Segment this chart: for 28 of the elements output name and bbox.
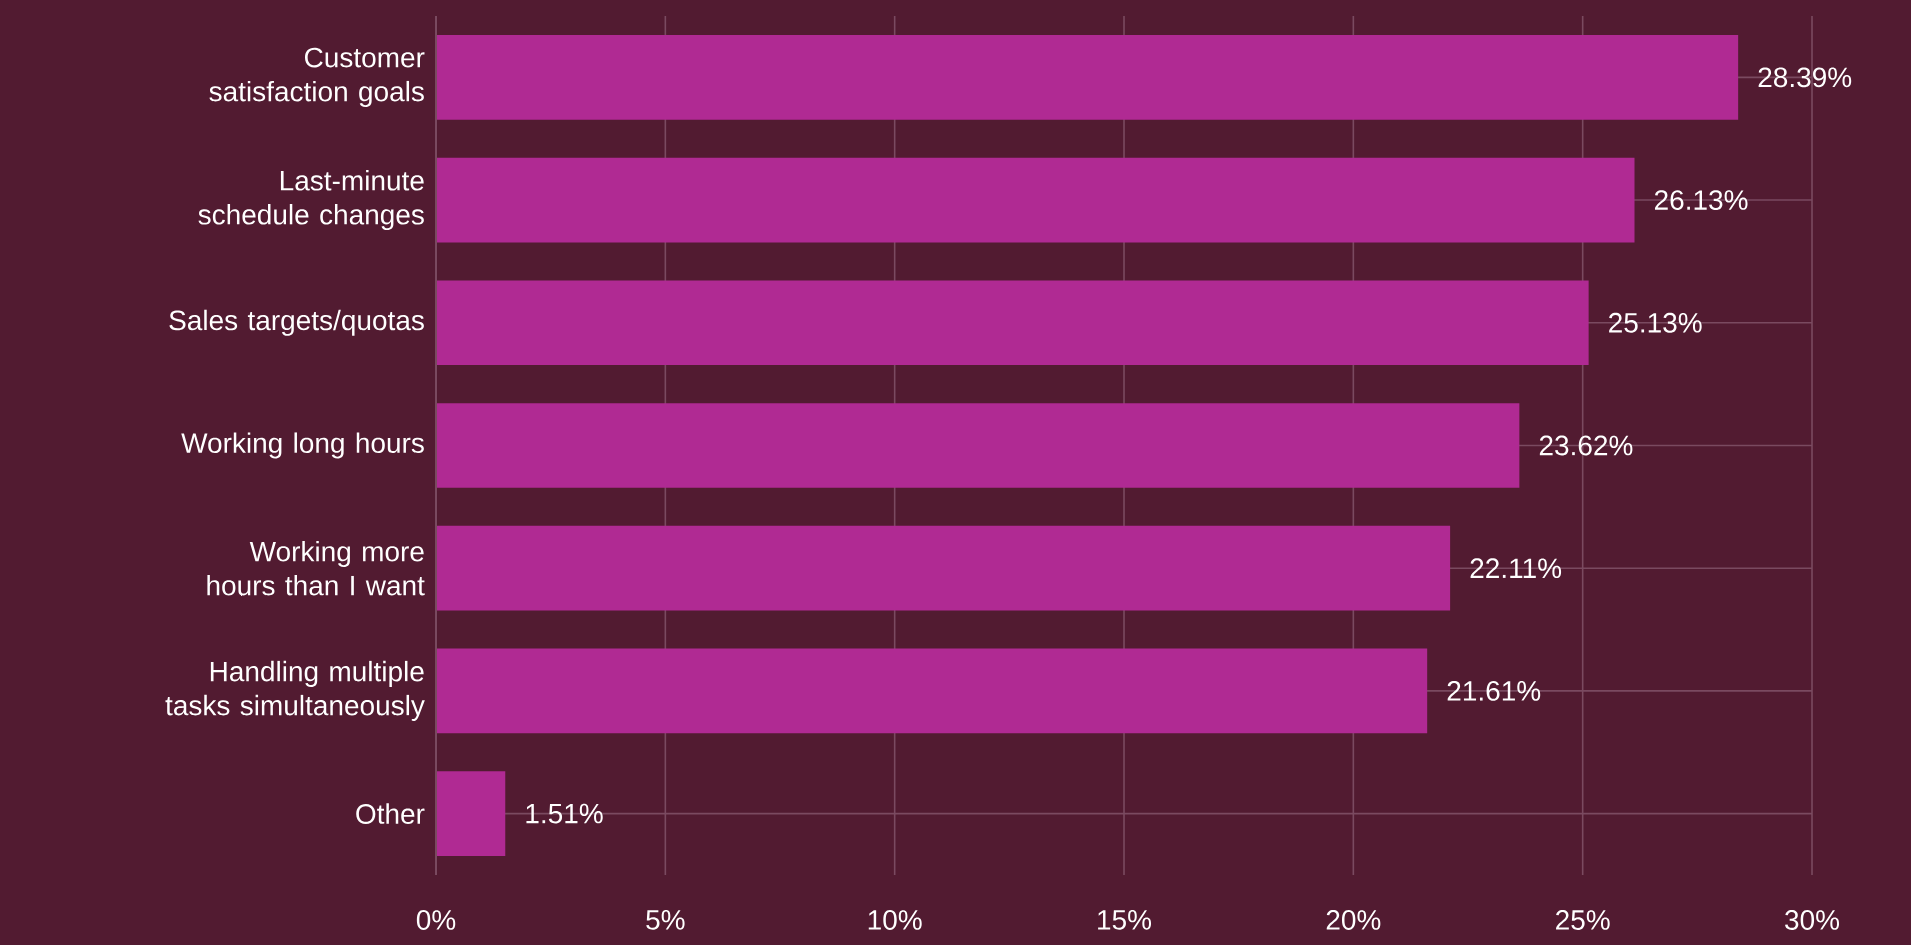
data-label: 1.51%	[526, 803, 603, 824]
bar	[436, 648, 1428, 734]
data-label: 25.13%	[1609, 312, 1702, 333]
bar	[436, 157, 1635, 243]
data-label: 23.62%	[1539, 435, 1633, 456]
y-tick-label: Other	[356, 803, 425, 824]
data-label: 28.39%	[1758, 67, 1852, 88]
y-tick-label: Customer satisfaction goals	[209, 47, 425, 108]
y-tick-label: Handling multiple tasks simultaneously	[165, 660, 425, 721]
bar	[436, 35, 1739, 120]
x-tick-label: 30%	[1785, 910, 1840, 930]
y-tick-label: Sales targets/quotas	[169, 309, 424, 336]
bar	[436, 525, 1451, 611]
data-label: 22.11%	[1470, 558, 1562, 579]
bar	[436, 403, 1520, 488]
y-tick-label: Working long hours	[181, 432, 424, 459]
x-tick-label: 20%	[1326, 910, 1381, 930]
x-tick-label: 10%	[868, 910, 922, 930]
data-label: 21.61%	[1447, 680, 1541, 701]
x-tick-label: 0%	[416, 910, 456, 930]
y-tick-label: Working more hours than I want	[207, 540, 425, 596]
x-tick-label: 15%	[1098, 910, 1152, 930]
bar	[436, 771, 506, 856]
data-label: 26.13%	[1654, 190, 1748, 210]
bar	[436, 280, 1589, 366]
y-tick-label: Last-minute schedule changes	[198, 170, 424, 231]
x-tick-label: 5%	[646, 910, 685, 930]
x-tick-label: 25%	[1556, 910, 1610, 930]
